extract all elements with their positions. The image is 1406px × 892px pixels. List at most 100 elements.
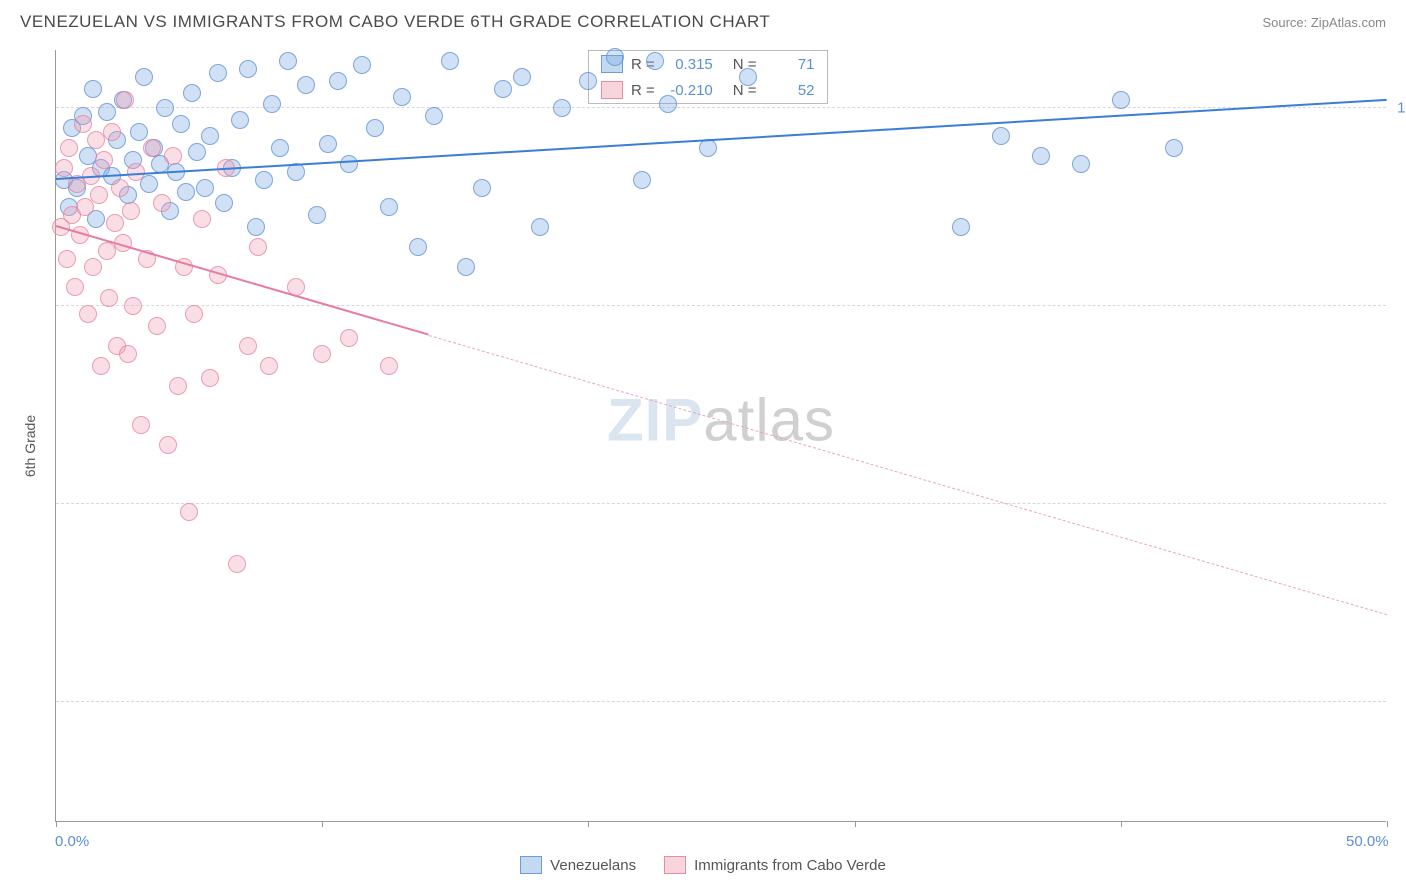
scatter-point bbox=[119, 345, 137, 363]
x-tick bbox=[855, 821, 856, 827]
scatter-point bbox=[1165, 139, 1183, 157]
scatter-point bbox=[156, 99, 174, 117]
scatter-chart: ZIPatlas R =0.315N =71R =-0.210N =52 85.… bbox=[55, 50, 1386, 822]
scatter-point bbox=[340, 155, 358, 173]
scatter-point bbox=[319, 135, 337, 153]
scatter-point bbox=[699, 139, 717, 157]
scatter-point bbox=[201, 369, 219, 387]
stat-n-value: 71 bbox=[765, 56, 815, 73]
scatter-point bbox=[457, 258, 475, 276]
legend-swatch bbox=[664, 856, 686, 874]
scatter-point bbox=[172, 115, 190, 133]
legend-label: Immigrants from Cabo Verde bbox=[694, 857, 886, 874]
gridline-h bbox=[56, 503, 1386, 504]
legend-item: Immigrants from Cabo Verde bbox=[664, 856, 886, 874]
scatter-point bbox=[473, 179, 491, 197]
legend-row: R =0.315N =71 bbox=[589, 51, 827, 77]
scatter-point bbox=[952, 218, 970, 236]
scatter-point bbox=[193, 210, 211, 228]
scatter-point bbox=[84, 258, 102, 276]
trend-line bbox=[56, 225, 429, 336]
scatter-point bbox=[231, 111, 249, 129]
scatter-point bbox=[124, 297, 142, 315]
scatter-point bbox=[271, 139, 289, 157]
scatter-point bbox=[164, 147, 182, 165]
scatter-point bbox=[380, 357, 398, 375]
scatter-point bbox=[494, 80, 512, 98]
scatter-point bbox=[209, 64, 227, 82]
legend-row: R =-0.210N =52 bbox=[589, 77, 827, 103]
x-tick bbox=[1387, 821, 1388, 827]
legend-swatch bbox=[601, 81, 623, 99]
scatter-point bbox=[66, 278, 84, 296]
scatter-point bbox=[366, 119, 384, 137]
x-tick-label: 50.0% bbox=[1346, 833, 1389, 850]
scatter-point bbox=[633, 171, 651, 189]
scatter-point bbox=[100, 289, 118, 307]
scatter-point bbox=[380, 198, 398, 216]
scatter-point bbox=[60, 139, 78, 157]
scatter-point bbox=[79, 305, 97, 323]
scatter-point bbox=[74, 115, 92, 133]
scatter-point bbox=[111, 179, 129, 197]
gridline-h bbox=[56, 107, 1386, 108]
scatter-point bbox=[132, 416, 150, 434]
chart-source: Source: ZipAtlas.com bbox=[1262, 15, 1386, 30]
scatter-point bbox=[297, 76, 315, 94]
scatter-point bbox=[228, 555, 246, 573]
scatter-point bbox=[196, 179, 214, 197]
chart-title: VENEZUELAN VS IMMIGRANTS FROM CABO VERDE… bbox=[20, 12, 770, 32]
scatter-point bbox=[393, 88, 411, 106]
scatter-point bbox=[353, 56, 371, 74]
scatter-point bbox=[127, 163, 145, 181]
scatter-point bbox=[659, 95, 677, 113]
scatter-point bbox=[249, 238, 267, 256]
x-tick bbox=[588, 821, 589, 827]
scatter-point bbox=[116, 91, 134, 109]
x-tick bbox=[56, 821, 57, 827]
x-tick-label: 0.0% bbox=[55, 833, 89, 850]
scatter-point bbox=[177, 183, 195, 201]
scatter-point bbox=[340, 329, 358, 347]
trend-line bbox=[429, 335, 1388, 615]
scatter-point bbox=[201, 127, 219, 145]
scatter-point bbox=[409, 238, 427, 256]
scatter-point bbox=[739, 68, 757, 86]
scatter-point bbox=[130, 123, 148, 141]
scatter-point bbox=[425, 107, 443, 125]
scatter-point bbox=[153, 194, 171, 212]
scatter-point bbox=[606, 48, 624, 66]
scatter-point bbox=[531, 218, 549, 236]
gridline-h bbox=[56, 305, 1386, 306]
legend-swatch bbox=[520, 856, 542, 874]
scatter-point bbox=[263, 95, 281, 113]
scatter-point bbox=[579, 72, 597, 90]
scatter-point bbox=[329, 72, 347, 90]
scatter-point bbox=[95, 151, 113, 169]
y-tick-label: 100.0% bbox=[1397, 100, 1406, 117]
stat-n-value: 52 bbox=[765, 82, 815, 99]
scatter-point bbox=[247, 218, 265, 236]
scatter-point bbox=[308, 206, 326, 224]
scatter-point bbox=[103, 123, 121, 141]
scatter-point bbox=[159, 436, 177, 454]
scatter-point bbox=[1032, 147, 1050, 165]
scatter-point bbox=[313, 345, 331, 363]
scatter-point bbox=[122, 202, 140, 220]
scatter-point bbox=[106, 214, 124, 232]
scatter-point bbox=[183, 84, 201, 102]
scatter-point bbox=[84, 80, 102, 98]
scatter-point bbox=[1072, 155, 1090, 173]
scatter-point bbox=[992, 127, 1010, 145]
scatter-point bbox=[255, 171, 273, 189]
chart-header: VENEZUELAN VS IMMIGRANTS FROM CABO VERDE… bbox=[0, 0, 1406, 40]
scatter-point bbox=[553, 99, 571, 117]
stat-r-label: R = bbox=[631, 82, 655, 99]
series-legend: VenezuelansImmigrants from Cabo Verde bbox=[0, 856, 1406, 874]
scatter-point bbox=[55, 159, 73, 177]
scatter-point bbox=[185, 305, 203, 323]
scatter-point bbox=[215, 194, 233, 212]
y-axis-label: 6th Grade bbox=[22, 415, 38, 477]
scatter-point bbox=[90, 186, 108, 204]
stat-r-value: 0.315 bbox=[663, 56, 713, 73]
